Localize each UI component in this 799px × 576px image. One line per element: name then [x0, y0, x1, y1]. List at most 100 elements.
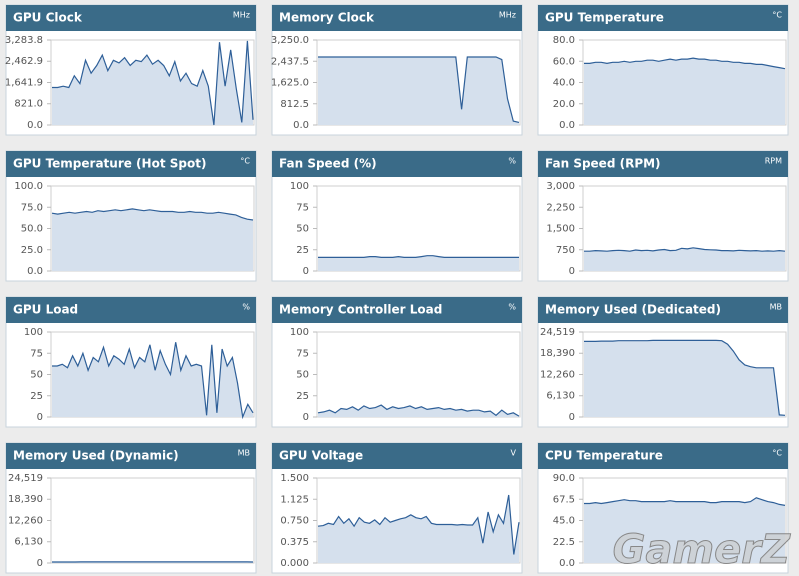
- card-unit: MB: [238, 449, 250, 458]
- y-tick-label: 6,130: [546, 391, 575, 402]
- sensor-card: Memory Clock MHz 0.0 812.5 1,625.0 2,437.5 3,2…: [271, 4, 523, 136]
- y-tick-label: 75.0: [21, 202, 43, 213]
- area-fill: [584, 58, 785, 125]
- y-tick-label: 12,260: [540, 369, 575, 380]
- watermark: GamerZ: [613, 527, 791, 573]
- y-tick-label: 0: [569, 412, 575, 423]
- y-tick-label: 100: [290, 181, 309, 192]
- y-tick-label: 100: [290, 327, 309, 338]
- y-tick-label: 60.0: [553, 56, 575, 67]
- y-tick-label: 3,283.8: [5, 35, 43, 46]
- y-tick-label: 3,250.0: [271, 35, 309, 46]
- y-tick-label: 2,250: [546, 202, 575, 213]
- card-unit: °C: [772, 449, 782, 458]
- card-header: [272, 297, 522, 323]
- series-line: [52, 40, 254, 126]
- y-tick-label: 750: [556, 245, 575, 256]
- y-tick-label: 20.0: [553, 99, 575, 110]
- y-tick-label: 1.500: [280, 473, 309, 484]
- card-unit: °C: [772, 11, 782, 20]
- y-tick-label: 3,000: [546, 181, 575, 192]
- area-fill: [318, 57, 519, 125]
- y-tick-label: 2,437.5: [271, 56, 309, 67]
- card-title: CPU Temperature: [545, 449, 663, 463]
- card-title: GPU Temperature (Hot Spot): [13, 157, 206, 171]
- card-unit: RPM: [765, 157, 782, 166]
- y-tick-label: 75: [296, 202, 309, 213]
- sensor-card: Fan Speed (%) % 0 25 50 75 100: [271, 150, 523, 282]
- y-tick-label: 40.0: [553, 78, 575, 89]
- area-fill: [584, 340, 785, 417]
- card-header: [6, 297, 256, 323]
- y-tick-label: 0.0: [559, 120, 575, 131]
- y-tick-label: 0.0: [559, 558, 575, 569]
- area-fill: [318, 495, 519, 563]
- card-header: [272, 151, 522, 177]
- y-tick-label: 18,390: [540, 348, 575, 359]
- card-header: [538, 151, 788, 177]
- sensor-card: GPU Voltage V 0.000 0.375 0.750 1.125 1.500: [271, 442, 523, 574]
- y-tick-label: 18,390: [8, 494, 43, 505]
- card-title: Memory Used (Dynamic): [13, 449, 179, 463]
- y-tick-label: 0.0: [27, 120, 43, 131]
- y-tick-label: 0: [569, 266, 575, 277]
- series-line: [51, 208, 254, 221]
- card-title: GPU Clock: [13, 11, 83, 25]
- area-fill: [584, 497, 785, 563]
- card-header: [272, 443, 522, 469]
- card-title: GPU Load: [13, 303, 78, 317]
- card-title: Memory Used (Dedicated): [545, 303, 721, 317]
- series-line: [584, 57, 786, 70]
- y-tick-label: 0: [303, 266, 309, 277]
- y-tick-label: 0.0: [293, 120, 309, 131]
- y-tick-label: 25.0: [21, 245, 43, 256]
- card-header: [538, 5, 788, 31]
- y-tick-label: 0.0: [27, 266, 43, 277]
- card-unit: °C: [240, 157, 250, 166]
- y-tick-label: 1,625.0: [271, 78, 309, 89]
- y-tick-label: 2,462.9: [5, 56, 43, 67]
- plot-frame: [50, 477, 255, 564]
- card-title: GPU Voltage: [279, 449, 363, 463]
- card-header: [6, 5, 256, 31]
- y-tick-label: 821.0: [14, 99, 43, 110]
- y-tick-label: 1,641.9: [5, 78, 43, 89]
- y-tick-label: 812.5: [280, 99, 309, 110]
- card-unit: %: [508, 303, 516, 312]
- y-tick-label: 100.0: [14, 181, 43, 192]
- card-title: Memory Controller Load: [279, 303, 442, 317]
- y-tick-label: 0: [37, 558, 43, 569]
- area-fill: [52, 342, 253, 417]
- y-tick-label: 75: [296, 348, 309, 359]
- card-header: [538, 443, 788, 469]
- y-tick-label: 45.0: [553, 516, 575, 527]
- sensor-card: Memory Controller Load % 0 25 50 75 100: [271, 296, 523, 428]
- y-tick-label: 80.0: [553, 35, 575, 46]
- y-tick-label: 50: [296, 370, 309, 381]
- sensor-card: GPU Temperature (Hot Spot) °C 0.0 25.0 50.0 7…: [5, 150, 257, 282]
- area-fill: [52, 40, 253, 125]
- area-fill: [318, 255, 519, 271]
- series-line: [584, 339, 786, 416]
- card-unit: MHz: [233, 11, 250, 20]
- series-line: [584, 497, 786, 506]
- card-header: [538, 297, 788, 323]
- card-unit: MB: [770, 303, 782, 312]
- card-header: [6, 443, 256, 469]
- y-tick-label: 22.5: [553, 537, 575, 548]
- sensor-card: GPU Load % 0 25 50 75 100: [5, 296, 257, 428]
- y-tick-label: 0.000: [280, 558, 309, 569]
- y-tick-label: 0.750: [280, 516, 309, 527]
- y-tick-label: 24,519: [8, 473, 43, 484]
- card-header: [6, 151, 256, 177]
- y-tick-label: 25: [296, 391, 309, 402]
- area-fill: [584, 247, 785, 271]
- y-tick-label: 0.375: [280, 537, 309, 548]
- y-tick-label: 50: [30, 370, 43, 381]
- y-tick-label: 6,130: [14, 537, 43, 548]
- card-unit: V: [511, 449, 517, 458]
- card-title: Memory Clock: [279, 11, 375, 25]
- sensor-card: Memory Used (Dynamic) MB 0 6,130 12,260 18,39…: [5, 442, 257, 574]
- sensor-card: Fan Speed (RPM) RPM 0 750 1,500 2,250 3,000: [537, 150, 789, 282]
